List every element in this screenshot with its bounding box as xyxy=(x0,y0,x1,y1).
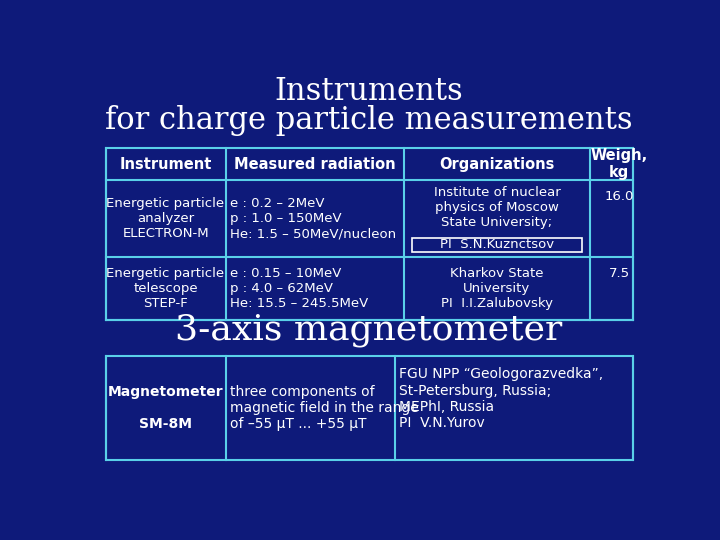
Text: Organizations: Organizations xyxy=(439,157,554,172)
Text: Institute of nuclear
physics of Moscow
State University;: Institute of nuclear physics of Moscow S… xyxy=(433,186,560,229)
Text: Magnetometer

SM-8M: Magnetometer SM-8M xyxy=(108,384,223,431)
Text: 3-axis magnetometer: 3-axis magnetometer xyxy=(176,313,562,347)
Text: 7.5: 7.5 xyxy=(608,267,629,280)
Text: Kharkov State
University
PI  I.I.Zalubovsky: Kharkov State University PI I.I.Zalubovs… xyxy=(441,267,553,310)
Bar xyxy=(106,356,632,460)
Text: Weigh,
kg: Weigh, kg xyxy=(590,148,647,180)
Text: Instruments: Instruments xyxy=(274,76,464,106)
Text: 16.0: 16.0 xyxy=(604,190,634,202)
Text: e : 0.15 – 10MeV
p : 4.0 – 62MeV
He: 15.5 – 245.5MeV: e : 0.15 – 10MeV p : 4.0 – 62MeV He: 15.… xyxy=(230,267,369,310)
Text: for charge particle measurements: for charge particle measurements xyxy=(105,105,633,136)
Bar xyxy=(106,148,632,320)
Bar xyxy=(412,238,582,252)
Text: e : 0.2 – 2MeV
p : 1.0 – 150MeV
He: 1.5 – 50MeV/nucleon: e : 0.2 – 2MeV p : 1.0 – 150MeV He: 1.5 … xyxy=(230,197,397,240)
Text: Energetic particle
telescope
STEP-F: Energetic particle telescope STEP-F xyxy=(107,267,225,310)
Text: Energetic particle
analyzer
ELECTRON-M: Energetic particle analyzer ELECTRON-M xyxy=(107,197,225,240)
Text: FGU NPP “Geologorazvedka”,
St-Petersburg, Russia;
MEPhI, Russia
PI  V.N.Yurov: FGU NPP “Geologorazvedka”, St-Petersburg… xyxy=(399,367,603,430)
Text: Instrument: Instrument xyxy=(120,157,212,172)
Text: Measured radiation: Measured radiation xyxy=(234,157,395,172)
Text: three components of
magnetic field in the range
of –55 μT ... +55 μT: three components of magnetic field in th… xyxy=(230,384,419,431)
Text: PI  S.N.Kuznctsov: PI S.N.Kuznctsov xyxy=(440,239,554,252)
